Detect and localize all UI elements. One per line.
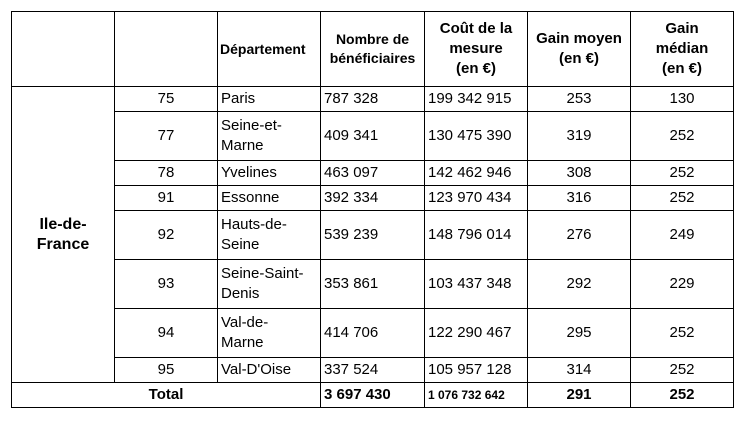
header-gain-moyen-line-2: (en €) [558,50,599,67]
region-label-line: France [36,235,90,253]
cout-cell: 148 796 014 [424,210,528,260]
cout-cell: 199 342 915 [424,86,528,112]
cout-cell: 105 957 128 [424,357,528,383]
header-beneficiaires-line-2: bénéficiaires [329,50,416,66]
header-cout: Coût de la mesure (en €) [424,11,528,87]
table-row: Ile-de- France 75 Paris 787 328 199 342 915 25… [11,86,734,383]
header-gain-median-line-3: (en €) [661,60,702,77]
beneficiaires-cell: 337 524 [320,357,425,383]
beneficiaires-cell: 353 861 [320,259,425,309]
department-name-line: Val-D'Oise [221,361,292,378]
department-name-line: Hauts-de- [221,216,287,233]
header-cout-line-3: (en €) [455,60,496,77]
header-gain-median-line-2: médian [655,40,709,57]
cout-cell: 122 290 467 [424,308,528,358]
region-label-line: Ile-de- [39,215,87,233]
gain-median-cell: 249 [630,210,734,260]
table-row: 95 Val-D'Oise 337 524 105 957 128 314 252 [12,357,734,383]
department-name-line: Marne [221,137,264,154]
table-body: Département Nombre de bénéficiaires Coût… [11,11,734,408]
gain-median-cell: 252 [630,185,734,211]
gain-moyen-cell: 308 [527,160,631,186]
total-gain-moyen-cell: 291 [527,382,631,408]
department-name-line: Seine [221,236,260,253]
table-row: 78 Yvelines 463 097 142 462 946 308 252 [12,160,734,186]
gain-median-cell: 229 [630,259,734,309]
department-code-cell: 92 [114,210,218,260]
gain-moyen-cell: 316 [527,185,631,211]
department-name-cell: Paris [217,86,321,112]
table-row: 77 Seine-et- Marne 409 341 130 475 390 319 252 [12,111,734,161]
header-gain-median-line-1: Gain [665,20,699,37]
gain-moyen-cell: 319 [527,111,631,161]
department-name-cell: Seine-Saint- Denis [217,259,321,309]
gain-moyen-cell: 295 [527,308,631,358]
ile-de-france-stats-table: Département Nombre de bénéficiaires Coût… [11,11,734,408]
header-beneficiaires-line-1: Nombre de [335,31,410,47]
total-gain-median-cell: 252 [630,382,734,408]
table-row: 94 Val-de- Marne 414 706 122 290 467 295 252 [12,308,734,358]
department-name-line: Seine-Saint- [221,265,304,282]
header-gain-moyen-line-1: Gain moyen [536,30,622,47]
department-code-cell: 91 [114,185,218,211]
department-code-cell: 95 [114,357,218,383]
gain-moyen-cell: 292 [527,259,631,309]
total-cout-cell: 1 076 732 642 [424,382,528,408]
header-empty-cell [114,11,218,87]
department-name-cell: Hauts-de- Seine [217,210,321,260]
cout-cell: 142 462 946 [424,160,528,186]
department-name-line: Denis [221,285,260,302]
beneficiaires-cell: 787 328 [320,86,425,112]
table-row: 93 Seine-Saint- Denis 353 861 103 437 348 292… [12,259,734,309]
header-empty-cell [11,11,115,87]
total-label: Total [11,382,321,408]
beneficiaires-cell: 463 097 [320,160,425,186]
gain-moyen-cell: 276 [527,210,631,260]
cout-cell: 103 437 348 [424,259,528,309]
header-row: Département Nombre de bénéficiaires Coût… [11,11,734,87]
total-row: Total 3 697 430 1 076 732 642 291 252 [11,382,734,408]
header-cout-line-2: mesure [449,40,503,57]
gain-median-cell: 130 [630,86,734,112]
region-label: Ile-de- France [11,86,115,383]
department-name-cell: Yvelines [217,160,321,186]
department-code-cell: 94 [114,308,218,358]
department-code-cell: 93 [114,259,218,309]
department-name-line: Val-de- [221,314,269,331]
cout-cell: 123 970 434 [424,185,528,211]
beneficiaires-cell: 392 334 [320,185,425,211]
department-name-line: Marne [221,334,264,351]
table-row: 92 Hauts-de- Seine 539 239 148 796 014 276 249 [12,210,734,260]
department-code-cell: 75 [114,86,218,112]
total-beneficiaires-cell: 3 697 430 [320,382,425,408]
cout-cell: 130 475 390 [424,111,528,161]
department-name-cell: Val-D'Oise [217,357,321,383]
header-gain-median: Gain médian (en €) [630,11,734,87]
header-gain-moyen: Gain moyen (en €) [527,11,631,87]
department-name-line: Essonne [221,189,280,206]
department-name-cell: Seine-et- Marne [217,111,321,161]
gain-median-cell: 252 [630,160,734,186]
header-departement: Département [217,11,321,87]
gain-moyen-cell: 253 [527,86,631,112]
beneficiaires-cell: 414 706 [320,308,425,358]
department-name-cell: Essonne [217,185,321,211]
header-beneficiaires: Nombre de bénéficiaires [320,11,425,87]
department-code-cell: 78 [114,160,218,186]
gain-median-cell: 252 [630,308,734,358]
department-name-cell: Val-de- Marne [217,308,321,358]
department-code-cell: 77 [114,111,218,161]
gain-moyen-cell: 314 [527,357,631,383]
gain-median-cell: 252 [630,357,734,383]
beneficiaires-cell: 539 239 [320,210,425,260]
header-cout-line-1: Coût de la [439,20,513,37]
department-name-line: Paris [221,90,256,107]
table-row: 91 Essonne 392 334 123 970 434 316 252 [12,185,734,211]
beneficiaires-cell: 409 341 [320,111,425,161]
department-name-line: Seine-et- [221,117,282,134]
department-name-line: Yvelines [221,164,277,181]
gain-median-cell: 252 [630,111,734,161]
